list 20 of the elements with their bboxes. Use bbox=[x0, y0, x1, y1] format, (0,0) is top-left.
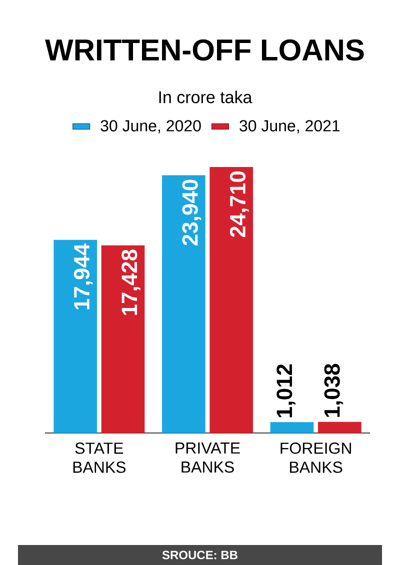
bar bbox=[101, 245, 145, 433]
chart-title: WRITTEN-OFF LOANS bbox=[45, 39, 364, 61]
bar bbox=[318, 422, 362, 433]
x-tick-label: STATE BANKS bbox=[73, 442, 126, 473]
text: SROUCE: BB bbox=[162, 550, 238, 560]
chart-subtitle: In crore taka bbox=[159, 90, 252, 104]
bar bbox=[210, 166, 253, 433]
bar bbox=[162, 175, 206, 433]
legend-label: 30 June, 2020 bbox=[100, 120, 201, 134]
data-label: 1,012 bbox=[276, 364, 296, 418]
data-label: 17,944 bbox=[74, 243, 93, 310]
data-label: 17,428 bbox=[122, 250, 140, 315]
data-label: 1,038 bbox=[324, 364, 344, 417]
data-label: 24,710 bbox=[230, 171, 249, 238]
bar bbox=[54, 240, 97, 433]
legend-label: 30 June, 2021 bbox=[240, 120, 340, 134]
bar bbox=[270, 422, 314, 433]
x-tick-label: FOREIGN BANKS bbox=[280, 442, 351, 473]
data-label: 23,940 bbox=[182, 180, 202, 246]
x-tick-label: PRIVATE BANKS bbox=[176, 442, 240, 473]
